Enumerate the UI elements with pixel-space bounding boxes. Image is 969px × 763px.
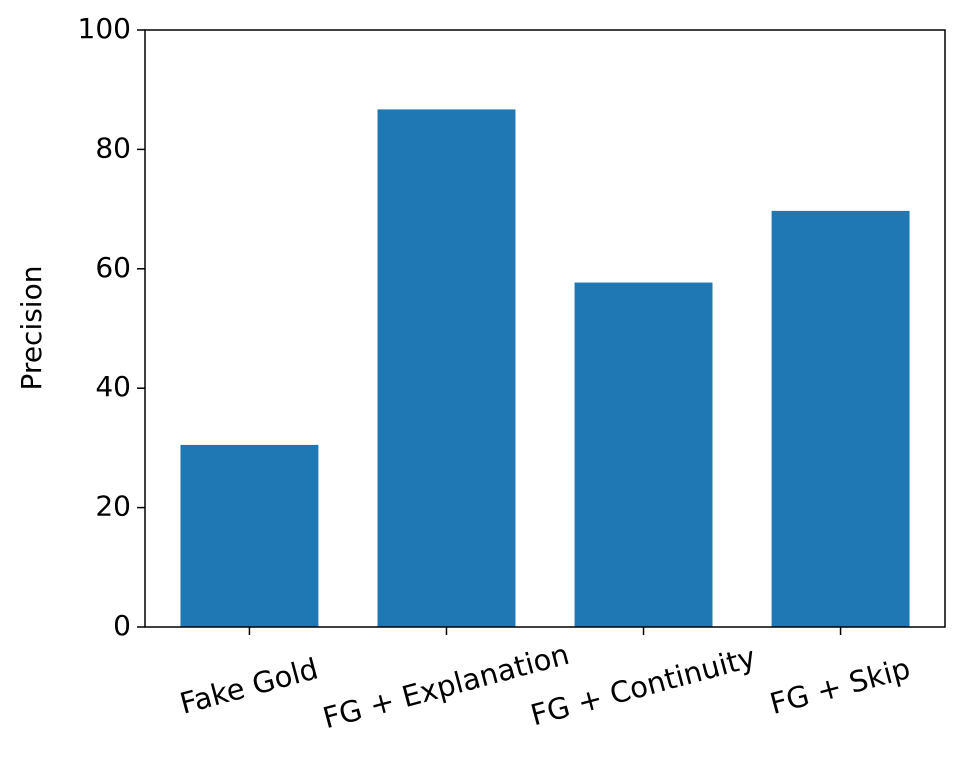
y-tick-label: 20 (95, 490, 131, 523)
bar (180, 444, 319, 627)
y-tick-label: 40 (95, 370, 131, 403)
bar (574, 282, 713, 627)
bar (771, 210, 910, 628)
x-tick-label: Fake Gold (176, 651, 321, 720)
y-axis-label: Precision (15, 266, 48, 391)
y-tick-label: 100 (78, 12, 131, 45)
y-tick-label: 80 (95, 131, 131, 164)
y-tick-label: 60 (95, 251, 131, 284)
bar (377, 109, 516, 627)
plot-frame (144, 29, 946, 628)
y-tick-label: 0 (113, 609, 131, 642)
x-tick-label: FG + Skip (766, 651, 913, 721)
